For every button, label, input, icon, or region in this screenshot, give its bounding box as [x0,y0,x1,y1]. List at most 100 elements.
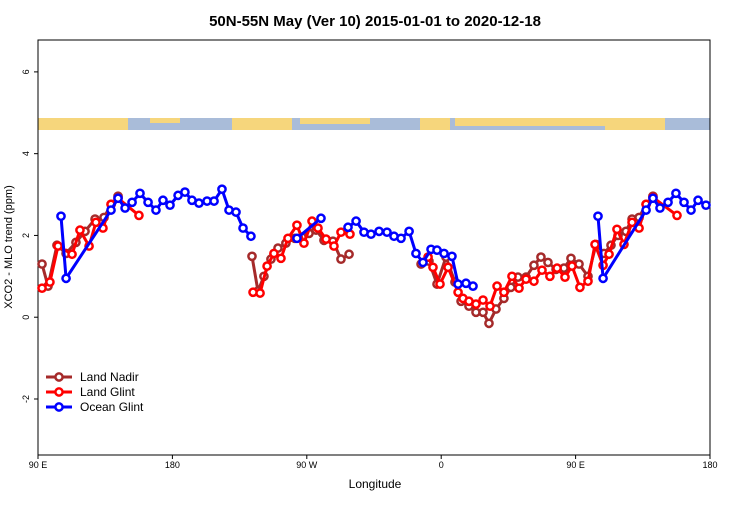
point [492,281,502,291]
point [396,233,406,244]
point [537,265,547,276]
point [247,251,257,262]
point [292,220,302,231]
point [598,273,608,284]
x-tick-label: 90 W [296,460,318,470]
point [583,276,593,287]
point [53,241,63,251]
point [316,213,326,224]
point [231,207,241,217]
point [336,254,346,265]
point [671,188,681,199]
point [351,216,361,226]
point [404,226,414,237]
point [127,197,137,208]
point [560,272,570,282]
point [292,233,302,244]
point [655,203,665,213]
y-tick-label: 4 [21,151,31,156]
point [262,261,272,271]
y-tick-label: -2 [21,395,31,403]
point [428,262,438,273]
point [336,227,346,238]
point [255,288,265,298]
point [701,200,711,211]
point [672,210,682,221]
point [468,281,478,291]
point [113,193,123,204]
point [679,197,689,208]
point [514,283,524,294]
legend-label: Land Glint [80,385,135,399]
y-axis-label: XCO2 - MLO trend (ppm) [3,185,15,308]
point [543,257,553,268]
series-line [59,185,707,288]
point [61,273,71,284]
point [567,261,577,271]
point [194,198,204,208]
point [478,307,488,318]
point [575,282,585,293]
point [478,295,488,305]
point [484,318,494,329]
point [612,224,622,235]
point [165,200,175,211]
point [411,248,421,259]
y-tick-label: 0 [21,315,31,320]
point [45,277,55,287]
point [238,223,248,233]
point [75,225,85,235]
point [299,238,309,249]
point [91,217,101,228]
point [158,195,168,206]
point [37,283,47,294]
legend-marker [54,402,64,412]
x-tick-label: 90 E [29,460,48,470]
legend-label: Land Nadir [80,370,139,384]
point [663,197,673,208]
point [106,205,116,215]
point [443,262,453,273]
point [217,184,227,195]
point [545,271,555,282]
point [521,274,531,285]
x-axis-label: Longitude [349,477,402,491]
point [180,187,190,197]
point [344,249,354,260]
plot-frame [37,39,711,456]
y-tick-label: 6 [21,69,31,74]
point [641,205,651,215]
point [276,253,286,264]
point [343,222,353,233]
x-tick-label: 0 [439,460,444,470]
point [382,227,392,238]
chart-title: 50N-55N May (Ver 10) 2015-01-01 to 2020-… [209,13,541,30]
point [552,263,562,273]
point [374,226,384,237]
point [439,248,449,259]
point [447,251,457,262]
point [329,241,339,251]
point [283,233,293,244]
point [366,229,376,240]
point [686,205,696,215]
point [135,188,145,199]
point [590,239,600,250]
point [648,193,658,204]
legend-label: Ocean Glint [80,400,144,414]
point [693,195,703,206]
point [627,217,637,228]
point [67,249,77,260]
point [529,260,539,271]
point [56,211,66,222]
legend-entry: Land Glint [46,385,135,399]
legend-entry: Ocean Glint [46,400,144,414]
point [269,248,279,259]
point [471,299,481,309]
point [507,271,517,282]
point [151,205,161,215]
point [37,259,47,269]
legend-entry: Land Nadir [46,370,139,384]
point [313,223,323,233]
